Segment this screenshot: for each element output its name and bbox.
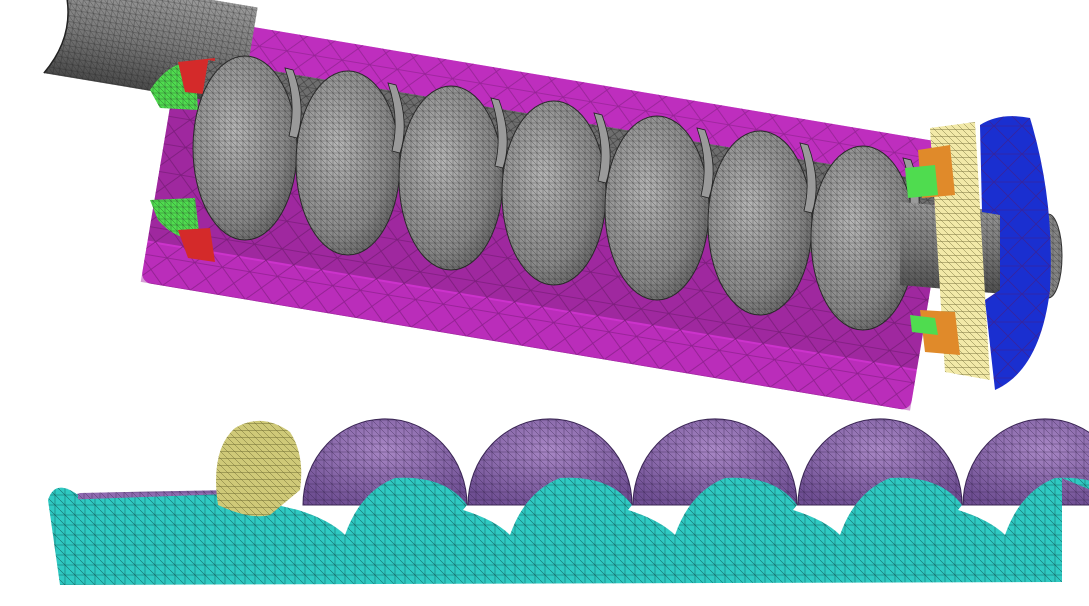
rotor-lobe (604, 115, 714, 301)
section-lobe (962, 418, 1089, 506)
end-plate (980, 116, 1051, 391)
rotor-lobe (810, 145, 920, 331)
left-seal (150, 58, 215, 262)
rotor-lobe (398, 85, 508, 271)
rotor-lobe (501, 100, 611, 286)
rotor-assembly-view (43, 0, 1063, 411)
rotor-lobe (192, 55, 302, 241)
right-bearing (905, 122, 990, 380)
section-solid (60, 477, 1089, 585)
section-view (48, 418, 1089, 585)
rotor-lobes (192, 55, 920, 331)
rotor-lobe (295, 70, 405, 256)
rotor-lobe (707, 130, 817, 316)
section-tab (216, 420, 302, 517)
